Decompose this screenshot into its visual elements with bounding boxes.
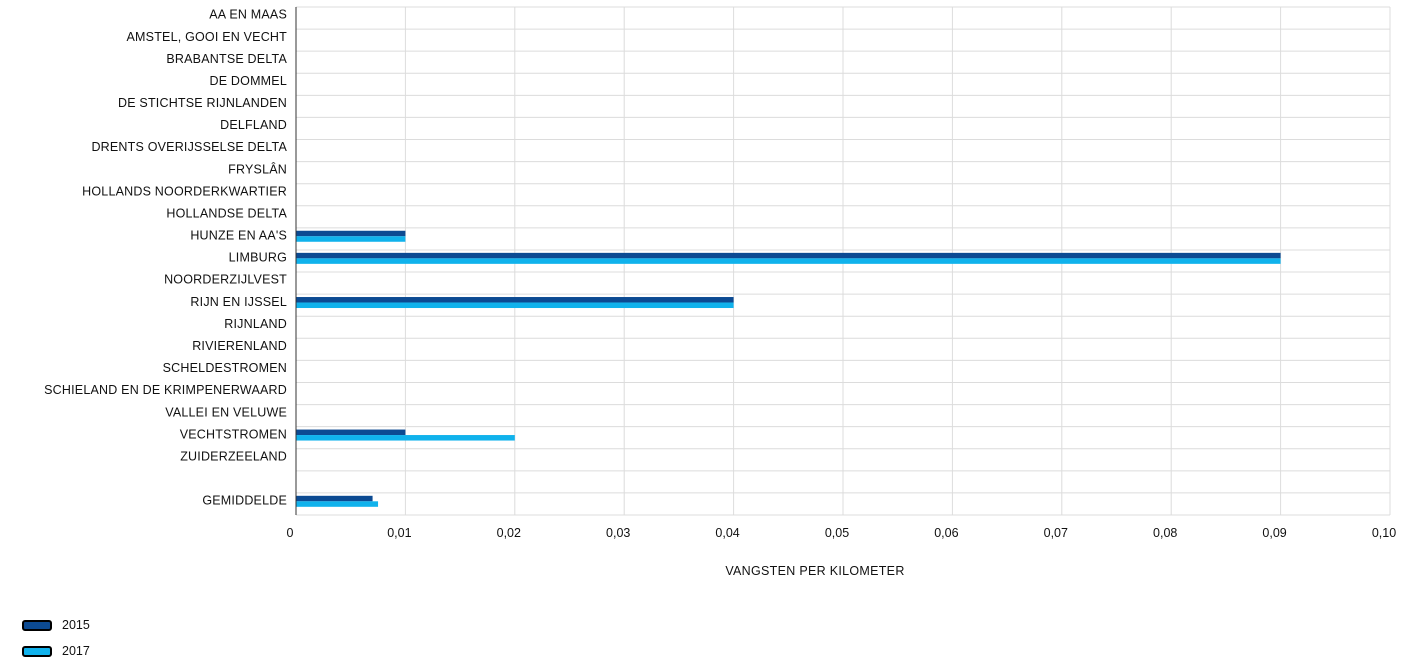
x-tick-label: 0,01 xyxy=(387,526,411,540)
category-label: SCHELDESTROMEN xyxy=(163,361,287,375)
bar-2017-gemiddelde xyxy=(296,501,379,507)
bar-2017-limburg xyxy=(296,258,1281,264)
category-label: VALLEI EN VELUWE xyxy=(165,405,287,419)
x-tick-label: 0,03 xyxy=(606,526,630,540)
bar-2015-rijn-en-ijssel xyxy=(296,297,734,303)
category-labels: AA EN MAAS AMSTEL, GOOI EN VECHT BRABANTSE… xyxy=(44,8,287,508)
x-tick-label: 0,08 xyxy=(1153,526,1177,540)
x-tick-label: 0 xyxy=(287,526,294,540)
bar-2015-gemiddelde xyxy=(296,495,373,502)
x-tick-label: 0,05 xyxy=(825,526,849,540)
x-tick-label: 0,06 xyxy=(934,526,958,540)
x-tick-label: 0,02 xyxy=(497,526,521,540)
category-label: BRABANTSE DELTA xyxy=(166,52,287,66)
gridlines xyxy=(296,6,1391,516)
category-label: AA EN MAAS xyxy=(209,8,287,22)
category-label: GEMIDDELDE xyxy=(202,494,287,508)
category-label: HOLLANDS NOORDERKWARTIER xyxy=(82,184,287,198)
bar-2015-vechtstromen xyxy=(296,429,406,436)
bars xyxy=(296,230,1281,507)
category-label: DELFLAND xyxy=(220,118,287,132)
legend-item-2015[interactable]: 2015 xyxy=(22,612,90,638)
category-label: DE DOMMEL xyxy=(209,74,287,88)
x-tick-label: 0,09 xyxy=(1262,526,1286,540)
bar-chart: AA EN MAAS AMSTEL, GOOI EN VECHT BRABANTSE… xyxy=(44,6,1397,578)
bar-2017-rijn-en-ijssel xyxy=(296,302,734,309)
category-label: HOLLANDSE DELTA xyxy=(166,206,287,220)
category-label: NOORDERZIJLVEST xyxy=(164,273,287,287)
category-label: VECHTSTROMEN xyxy=(180,427,287,441)
category-label: ZUIDERZEELAND xyxy=(180,449,287,463)
category-label: HUNZE EN AA'S xyxy=(190,229,287,243)
legend-swatch-2015 xyxy=(22,619,52,631)
x-tick-label: 0,04 xyxy=(715,526,739,540)
category-label: RIVIERENLAND xyxy=(192,339,287,353)
legend-label-2015: 2015 xyxy=(62,618,90,632)
legend-label-2017: 2017 xyxy=(62,644,90,658)
category-label: RIJN EN IJSSEL xyxy=(190,295,287,309)
category-label: DE STICHTSE RIJNLANDEN xyxy=(118,96,287,110)
category-label: DRENTS OVERIJSSELSE DELTA xyxy=(91,140,287,154)
legend-item-2017[interactable]: 2017 xyxy=(22,638,90,664)
x-tick-label: 0,07 xyxy=(1044,526,1068,540)
category-label: FRYSLÂN xyxy=(228,161,287,176)
x-tick-labels: 0 0,01 0,02 0,03 0,04 0,05 0,06 0,07 0,08 0,09 0,1… xyxy=(287,526,1397,540)
x-axis-title: VANGSTEN PER KILOMETER xyxy=(725,564,904,578)
category-label: RIJNLAND xyxy=(224,317,287,331)
category-label: AMSTEL, GOOI EN VECHT xyxy=(127,30,288,44)
x-tick-label: 0,10 xyxy=(1372,526,1396,540)
legend: 2015 2017 xyxy=(22,612,90,664)
bar-2015-limburg xyxy=(296,252,1281,259)
bar-2017-vechtstromen xyxy=(296,435,515,441)
category-label: SCHIELAND EN DE KRIMPENERWAARD xyxy=(44,383,287,397)
bar-2015-hunze-en-aa-s xyxy=(296,230,406,237)
legend-swatch-2017 xyxy=(22,645,52,657)
bar-2017-hunze-en-aa-s xyxy=(296,236,406,242)
category-label: LIMBURG xyxy=(229,251,287,265)
